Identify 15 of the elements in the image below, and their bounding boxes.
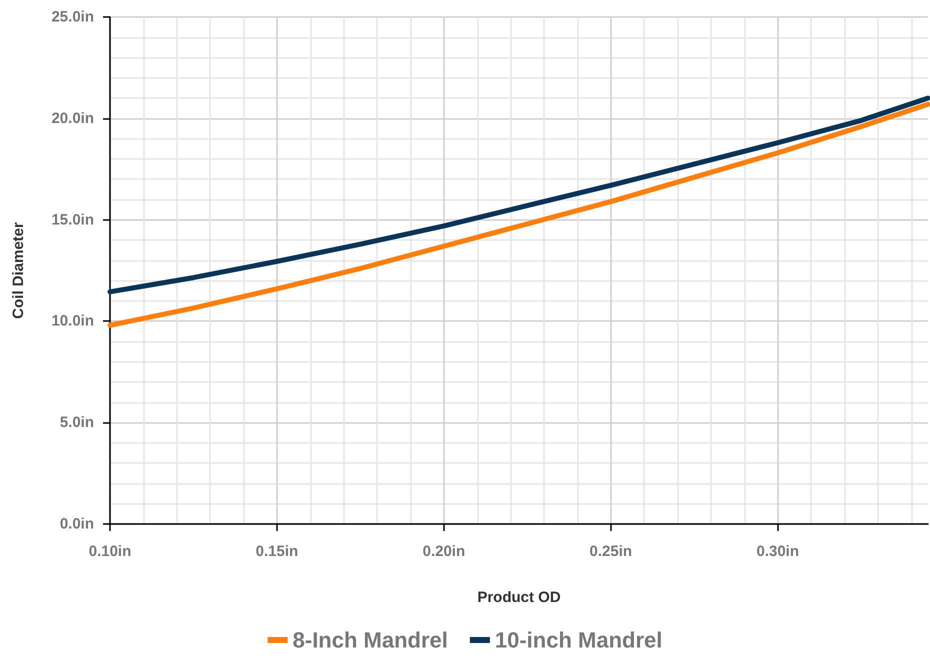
y-axis-title: Coil Diameter — [10, 222, 27, 319]
legend-label: 8-Inch Mandrel — [292, 628, 448, 652]
x-tick-label: 0.20in — [422, 543, 466, 560]
x-tick-label: 0.10in — [88, 543, 132, 560]
y-tick-label: 20.0in — [51, 110, 94, 127]
x-tick-label: 0.30in — [756, 543, 800, 560]
y-tick-label: 10.0in — [51, 312, 94, 330]
y-tick-label: 15.0in — [51, 211, 94, 228]
legend-label: 10-inch Mandrel — [494, 628, 662, 652]
y-tick-label: 0.0in — [60, 516, 94, 532]
y-tick-label: 5.0in — [60, 414, 94, 432]
y-tick-label: 25.0in — [51, 8, 94, 26]
x-tick-label: 0.15in — [256, 543, 298, 560]
x-tick-label: 0.25in — [590, 543, 632, 560]
x-axis-title: Product OD — [477, 589, 561, 606]
